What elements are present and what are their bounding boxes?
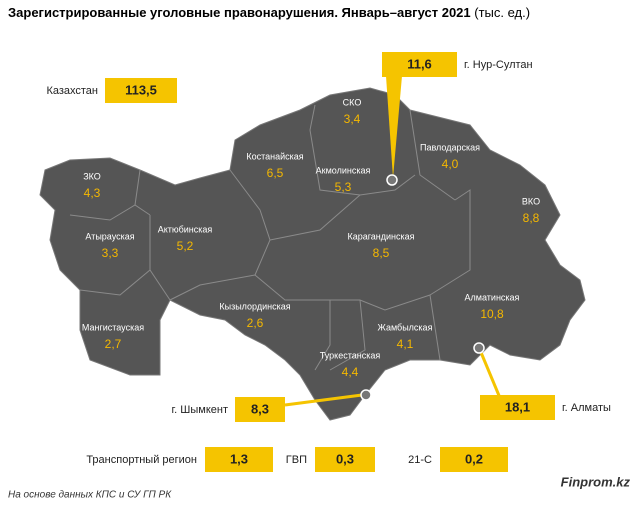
region-value: 4,3 xyxy=(84,186,101,200)
region-value: 10,8 xyxy=(480,307,504,321)
region-name: Павлодарская xyxy=(420,142,480,152)
region-value: 8,5 xyxy=(373,246,390,260)
region-value: 4,1 xyxy=(397,337,414,351)
region-value: 4,0 xyxy=(442,157,459,171)
region-value: 3,4 xyxy=(344,112,361,126)
city-name: г. Нур-Султан xyxy=(464,59,533,71)
title-text: Зарегистрированные уголовные правонаруше… xyxy=(8,5,471,20)
other-name: 21-С xyxy=(408,454,432,466)
region-name: Алматинская xyxy=(465,292,520,302)
pointer xyxy=(478,349,502,399)
region-name: Жамбылская xyxy=(378,322,433,332)
city-value: 8,3 xyxy=(251,401,269,416)
region-name: Туркестанская xyxy=(320,350,381,360)
city-value: 11,6 xyxy=(407,56,432,71)
region-name: Карагандинская xyxy=(347,231,414,241)
region-value: 5,3 xyxy=(335,180,352,194)
total-label: Казахстан xyxy=(46,85,98,97)
total-value: 113,5 xyxy=(125,82,157,97)
other-box xyxy=(205,447,273,472)
region-name: Мангистауская xyxy=(82,322,144,332)
region-name: Актюбинская xyxy=(158,224,213,234)
other-name: Транспортный регион xyxy=(86,454,197,466)
other-box xyxy=(440,447,508,472)
other-box xyxy=(315,447,375,472)
city-marker xyxy=(473,342,485,354)
city-name: г. Алматы xyxy=(562,402,611,414)
region-value: 8,8 xyxy=(523,211,540,225)
region-value: 4,4 xyxy=(342,365,359,379)
pointer xyxy=(386,76,402,178)
region-value: 2,7 xyxy=(105,337,122,351)
brand: Finprom.kz xyxy=(561,474,631,489)
other-value: 0,2 xyxy=(465,451,483,466)
city-value: 18,1 xyxy=(505,399,530,414)
total-box xyxy=(105,78,177,103)
pointer xyxy=(284,393,363,407)
city-box xyxy=(382,52,457,77)
region-value: 3,3 xyxy=(102,246,119,260)
source: На основе данных КПС и СУ ГП РК xyxy=(8,490,172,501)
region-name: Костанайская xyxy=(246,151,303,161)
region-name: Акмолинская xyxy=(316,165,371,175)
other-value: 1,3 xyxy=(230,451,248,466)
city-box xyxy=(235,397,285,422)
region-name: Атырауская xyxy=(85,231,134,241)
region-name: ЗКО xyxy=(83,171,101,181)
region-value: 2,6 xyxy=(247,316,264,330)
city-marker xyxy=(386,174,398,186)
country-map xyxy=(39,87,586,421)
region-borders xyxy=(69,104,471,371)
region-value: 5,2 xyxy=(177,239,194,253)
region-name: СКО xyxy=(343,97,362,107)
unit: (тыс. ед.) xyxy=(474,5,530,20)
region-name: Кызылординская xyxy=(219,301,290,311)
region-value: 6,5 xyxy=(267,166,284,180)
other-value: 0,3 xyxy=(336,451,354,466)
city-marker xyxy=(360,389,372,401)
city-box xyxy=(480,395,555,420)
city-name: г. Шымкент xyxy=(172,404,229,416)
region-name: ВКО xyxy=(522,196,540,206)
other-name: ГВП xyxy=(286,454,307,466)
title: Зарегистрированные уголовные правонаруше… xyxy=(8,5,530,20)
